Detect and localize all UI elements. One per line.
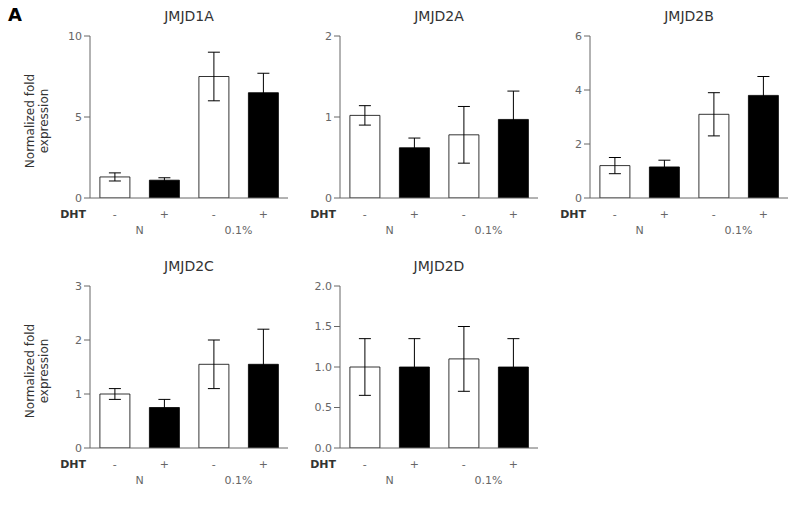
html-text:JMJD2A: JMJD2A xyxy=(414,8,464,24)
html-text:JMJD1A: JMJD1A xyxy=(164,8,214,24)
svg-text:+: + xyxy=(410,458,419,471)
svg-text:-: - xyxy=(212,458,216,471)
svg-text:2: 2 xyxy=(575,138,582,151)
svg-text:DHT: DHT xyxy=(310,208,336,221)
svg-text:+: + xyxy=(660,208,669,221)
svg-text:+: + xyxy=(509,208,518,221)
svg-text:0.1%: 0.1% xyxy=(475,474,503,487)
svg-text:10: 10 xyxy=(68,30,82,43)
svg-text:+: + xyxy=(259,208,268,221)
svg-text:+: + xyxy=(160,458,169,471)
svg-text:DHT: DHT xyxy=(60,458,86,471)
svg-text:-: - xyxy=(462,208,466,221)
svg-text:+: + xyxy=(509,458,518,471)
html-text:JMJD2D: JMJD2D xyxy=(413,258,465,274)
html-text:JMJD2C: JMJD2C xyxy=(164,258,214,274)
svg-text:+: + xyxy=(759,208,768,221)
svg-text:0.0: 0.0 xyxy=(315,442,333,455)
svg-text:0: 0 xyxy=(75,192,82,205)
svg-text:0: 0 xyxy=(575,192,582,205)
svg-text:N: N xyxy=(385,224,393,237)
svg-text:Normalized foldexpression: Normalized foldexpression xyxy=(23,324,51,418)
svg-text:5: 5 xyxy=(75,111,82,124)
svg-text:2: 2 xyxy=(75,334,82,347)
svg-text:N: N xyxy=(635,224,643,237)
svg-text:DHT: DHT xyxy=(60,208,86,221)
svg-text:1.0: 1.0 xyxy=(315,361,333,374)
svg-text:2.0: 2.0 xyxy=(315,280,333,293)
svg-text:-: - xyxy=(363,208,367,221)
svg-text:-: - xyxy=(462,458,466,471)
svg-text:DHT: DHT xyxy=(560,208,586,221)
svg-text:4: 4 xyxy=(575,84,582,97)
svg-text:+: + xyxy=(259,458,268,471)
svg-text:1: 1 xyxy=(325,111,332,124)
svg-text:2: 2 xyxy=(325,30,332,43)
svg-text:N: N xyxy=(135,224,143,237)
svg-text:+: + xyxy=(160,208,169,221)
svg-text:Normalized foldexpression: Normalized foldexpression xyxy=(23,74,51,168)
svg-text:-: - xyxy=(113,208,117,221)
svg-text:0.5: 0.5 xyxy=(315,401,333,414)
svg-text:N: N xyxy=(385,474,393,487)
svg-text:3: 3 xyxy=(75,280,82,293)
svg-text:6: 6 xyxy=(575,30,582,43)
svg-text:0.1%: 0.1% xyxy=(225,474,253,487)
svg-text:N: N xyxy=(135,474,143,487)
html-text:JMJD2B: JMJD2B xyxy=(664,8,714,24)
svg-text:0.1%: 0.1% xyxy=(225,224,253,237)
svg-text:-: - xyxy=(113,458,117,471)
html-text:A: A xyxy=(8,4,22,25)
svg-text:-: - xyxy=(363,458,367,471)
svg-text:0: 0 xyxy=(75,442,82,455)
svg-text:+: + xyxy=(410,208,419,221)
svg-text:DHT: DHT xyxy=(310,458,336,471)
svg-text:0.1%: 0.1% xyxy=(475,224,503,237)
svg-text:-: - xyxy=(712,208,716,221)
svg-text:1: 1 xyxy=(75,388,82,401)
svg-text:0: 0 xyxy=(325,192,332,205)
svg-text:-: - xyxy=(212,208,216,221)
svg-text:1.5: 1.5 xyxy=(315,320,333,333)
svg-text:0.1%: 0.1% xyxy=(725,224,753,237)
svg-text:-: - xyxy=(613,208,617,221)
